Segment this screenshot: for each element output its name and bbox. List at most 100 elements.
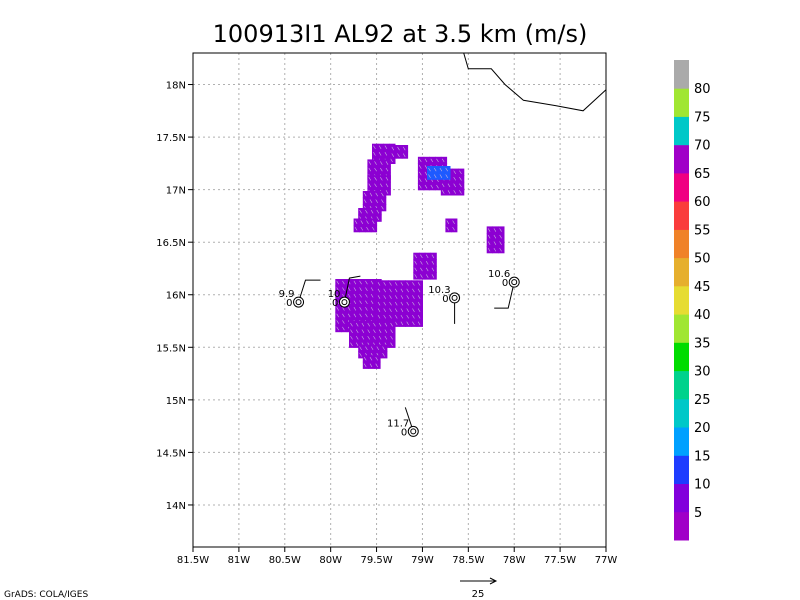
map-title: 100913I1 AL92 at 3.5 km (m/s): [213, 20, 588, 48]
wind-cell: [349, 334, 356, 342]
wind-vector: [431, 261, 435, 265]
wind-cell: [378, 175, 386, 183]
wind-vector: [365, 287, 368, 291]
wind-vector: [406, 321, 409, 326]
wind-vector: [424, 171, 428, 176]
wind-vector: [380, 161, 383, 165]
wind-cell: [354, 334, 362, 342]
wind-cell: [393, 286, 401, 295]
wind-vector: [425, 261, 429, 265]
wind-cell: [399, 313, 406, 321]
wind-cell: [384, 159, 391, 167]
wind-vector: [493, 241, 497, 245]
wind-vector: [370, 209, 374, 214]
wind-cell: [359, 218, 366, 226]
wind-cell: [388, 300, 395, 308]
wind-cell: [335, 318, 342, 326]
wind-cell: [362, 191, 370, 199]
wind-cell: [458, 175, 465, 183]
wind-cell: [381, 351, 388, 359]
wind-cell: [416, 300, 423, 308]
wind-vector: [342, 280, 345, 285]
wind-cell: [419, 265, 426, 273]
wind-cell-strong: [438, 172, 445, 180]
wind-cell: [429, 176, 436, 184]
wind-cell: [346, 285, 353, 293]
wind-vector: [354, 226, 358, 231]
wind-vector: [400, 282, 404, 286]
wind-cell: [352, 311, 359, 319]
direction-label: 0: [286, 298, 292, 309]
wind-cell: [389, 156, 396, 164]
wind-vector: [372, 226, 375, 231]
x-tick-label: 79.5W: [360, 555, 392, 566]
wind-vector: [400, 301, 404, 306]
wind-cell: [363, 344, 371, 352]
wind-cell: [435, 183, 442, 191]
wind-vector: [361, 329, 365, 333]
wind-vector: [375, 192, 378, 197]
wind-cell: [358, 279, 365, 287]
wind-cell: [389, 334, 396, 342]
wind-cell: [492, 239, 499, 247]
wind-vector: [499, 247, 502, 252]
wind-cell: [393, 306, 401, 314]
wind-cell: [416, 313, 423, 321]
wind-vector: [446, 226, 450, 231]
wind-cell: [378, 181, 386, 189]
wind-vector: [369, 363, 373, 368]
wind-vector: [400, 314, 404, 319]
wind-cell: [492, 246, 499, 254]
colorbar-label: 25: [694, 393, 711, 408]
wind-vector: [417, 282, 421, 286]
wind-vector: [417, 308, 421, 312]
wind-vector: [412, 295, 415, 299]
wind-cell: [375, 214, 382, 222]
wind-vector: [377, 301, 381, 306]
wind-vector: [452, 226, 455, 231]
wind-cell: [363, 208, 371, 216]
wind-cell: [399, 306, 406, 314]
speed-label: 10: [328, 289, 341, 300]
wind-cell: [382, 293, 389, 301]
colorbar-swatch: [674, 483, 689, 513]
wind-vector: [394, 301, 398, 306]
wind-vector: [370, 280, 374, 285]
wind-vector: [394, 288, 398, 293]
colorbar-swatch: [674, 342, 689, 372]
wind-vector: [378, 329, 382, 333]
wind-vector: [417, 301, 421, 306]
colorbar-swatch: [674, 172, 689, 202]
wind-cell: [374, 191, 381, 199]
colorbar-swatch: [674, 370, 689, 400]
wind-cell: [458, 188, 465, 196]
wind-cell: [363, 311, 371, 319]
wind-cell: [352, 305, 359, 313]
position-dot: [410, 428, 417, 435]
wind-vector: [447, 183, 451, 188]
wind-vector: [353, 280, 357, 285]
wind-vector: [378, 335, 382, 340]
wind-vector: [384, 152, 388, 156]
wind-vector: [363, 192, 367, 197]
reference-vector: 25: [460, 577, 498, 600]
wind-vector: [400, 288, 404, 293]
wind-vector: [419, 184, 422, 189]
wind-vector: [367, 322, 370, 327]
wind-vector: [353, 313, 357, 318]
wind-cell: [498, 239, 505, 247]
wind-cell: [367, 181, 374, 189]
wind-cell: [375, 208, 382, 216]
wind-vector: [394, 295, 398, 299]
wind-vector: [373, 335, 376, 340]
wind-vector: [365, 307, 368, 311]
wind-vector: [368, 161, 372, 165]
speed-label: 10.3: [428, 285, 450, 296]
wind-vector: [420, 254, 423, 259]
wind-vector: [365, 300, 368, 305]
wind-cell: [393, 313, 401, 321]
wind-vector: [441, 183, 445, 188]
